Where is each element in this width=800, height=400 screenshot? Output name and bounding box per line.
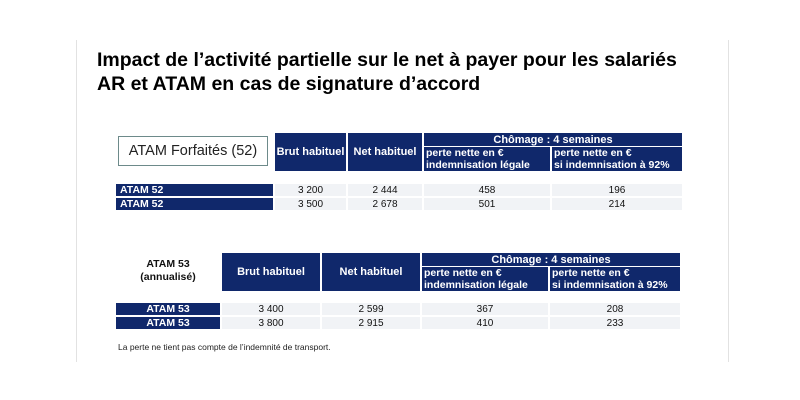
table-2-perte-legale-l2: indemnisation légale [424, 279, 528, 291]
table-2-header-perte-92: perte nette en € si indemnisation à 92% [550, 267, 680, 291]
table-2-label-sub: (annualisé) [140, 271, 196, 283]
table-2-row-1-label: ATAM 53 [116, 303, 220, 315]
left-divider [76, 40, 77, 362]
table-1-header-perte-92: perte nette en € si indemnisation à 92% [552, 147, 682, 171]
table-2-perte-legale-l1: perte nette en € [424, 267, 502, 279]
footnote: La perte ne tient pas compte de l’indemn… [118, 342, 331, 352]
table-1-row-1-perte-92: 196 [552, 184, 682, 196]
table-2-row-2-brut: 3 800 [222, 317, 320, 329]
table-1-row-1-label: ATAM 52 [116, 184, 273, 196]
table-1-perte-legale-l1: perte nette en € [426, 147, 504, 159]
table-2-row-1-perte-legale: 367 [422, 303, 548, 315]
table-2-label: ATAM 53 (annualisé) [118, 258, 218, 284]
table-2-header-net: Net habituel [322, 253, 420, 291]
table-2-label-main: ATAM 53 [146, 258, 190, 270]
table-2-perte-92-l1: perte nette en € [552, 267, 630, 279]
title-line-1: Impact de l’activité partielle sur le ne… [97, 49, 677, 71]
table-1-header-chomage: Chômage : 4 semaines [424, 133, 682, 146]
table-2-row-2-label: ATAM 53 [116, 317, 220, 329]
table-1-label-box: ATAM Forfaités (52) [118, 136, 268, 166]
table-1-header-brut: Brut habituel [275, 133, 346, 171]
table-2-header-chomage: Chômage : 4 semaines [422, 253, 680, 266]
table-2-header-perte-legale: perte nette en € indemnisation légale [422, 267, 548, 291]
right-divider [728, 40, 729, 362]
table-1-row-1-net: 2 444 [348, 184, 422, 196]
table-2-perte-92-l2: si indemnisation à 92% [552, 279, 668, 291]
title-line-2: AR et ATAM en cas de signature d’accord [97, 73, 481, 95]
page-title: Impact de l’activité partielle sur le ne… [97, 48, 707, 96]
table-2-row-2-perte-92: 233 [550, 317, 680, 329]
table-1-row-2-label: ATAM 52 [116, 198, 273, 210]
table-1-perte-legale-l2: indemnisation légale [426, 159, 530, 171]
table-2-row-1-net: 2 599 [322, 303, 420, 315]
table-1-row-1-perte-legale: 458 [424, 184, 550, 196]
table-1-row-2-perte-92: 214 [552, 198, 682, 210]
table-1-row-2-perte-legale: 501 [424, 198, 550, 210]
table-1-row-2-net: 2 678 [348, 198, 422, 210]
table-1-row-1-brut: 3 200 [275, 184, 346, 196]
table-1-row-2-brut: 3 500 [275, 198, 346, 210]
table-1-perte-92-l2: si indemnisation à 92% [554, 159, 670, 171]
table-2-row-1-perte-92: 208 [550, 303, 680, 315]
table-2-row-2-net: 2 915 [322, 317, 420, 329]
table-1-perte-92-l1: perte nette en € [554, 147, 632, 159]
table-1-header-perte-legale: perte nette en € indemnisation légale [424, 147, 550, 171]
table-2-row-1-brut: 3 400 [222, 303, 320, 315]
table-2-row-2-perte-legale: 410 [422, 317, 548, 329]
table-1-header-net: Net habituel [348, 133, 422, 171]
table-2-header-brut: Brut habituel [222, 253, 320, 291]
